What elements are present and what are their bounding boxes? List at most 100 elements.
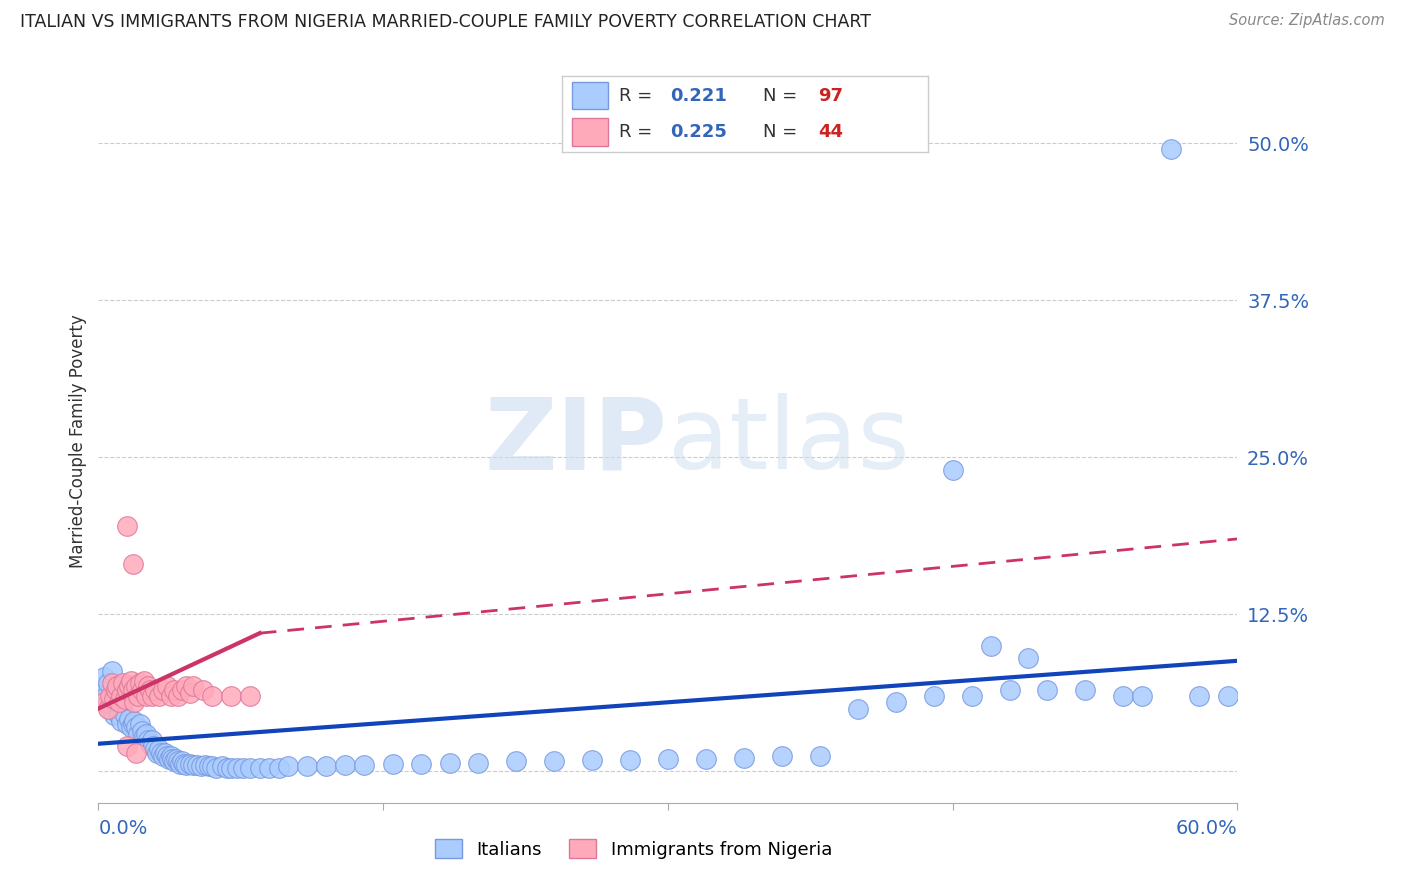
- Point: [167, 755, 190, 769]
- Text: 0.0%: 0.0%: [98, 819, 148, 838]
- Point: [467, 756, 489, 770]
- Point: [1160, 142, 1182, 156]
- Point: [808, 749, 831, 764]
- Point: [115, 519, 138, 533]
- Point: [135, 689, 157, 703]
- Point: [1036, 682, 1059, 697]
- Point: [110, 689, 132, 703]
- Point: [100, 689, 122, 703]
- Point: [108, 695, 131, 709]
- Point: [162, 752, 184, 766]
- Legend: Italians, Immigrants from Nigeria: Italians, Immigrants from Nigeria: [427, 832, 839, 866]
- Y-axis label: Married-Couple Family Poverty: Married-Couple Family Poverty: [69, 315, 87, 568]
- Point: [142, 739, 165, 754]
- Point: [110, 714, 132, 728]
- Point: [121, 682, 143, 697]
- Point: [146, 746, 169, 760]
- Point: [129, 676, 152, 690]
- Text: N =: N =: [763, 87, 803, 104]
- Point: [221, 689, 243, 703]
- Point: [150, 746, 173, 760]
- Point: [94, 689, 117, 703]
- Point: [136, 733, 159, 747]
- Point: [112, 676, 135, 690]
- Point: [132, 729, 155, 743]
- Point: [127, 689, 149, 703]
- Bar: [571, 119, 609, 145]
- Text: atlas: atlas: [668, 393, 910, 490]
- Point: [505, 755, 527, 769]
- Point: [226, 761, 249, 775]
- Text: R =: R =: [619, 87, 658, 104]
- Point: [201, 689, 224, 703]
- Point: [315, 759, 337, 773]
- Point: [91, 682, 114, 697]
- Point: [100, 664, 122, 678]
- Point: [439, 756, 461, 770]
- Point: [186, 758, 208, 772]
- Point: [297, 759, 319, 773]
- Point: [125, 720, 148, 734]
- Point: [118, 679, 141, 693]
- Point: [1018, 651, 1040, 665]
- Point: [121, 716, 143, 731]
- Point: [129, 716, 152, 731]
- Point: [97, 695, 120, 709]
- Point: [259, 761, 281, 775]
- Point: [145, 682, 167, 697]
- Point: [138, 737, 160, 751]
- Point: [159, 749, 181, 764]
- Point: [120, 673, 142, 688]
- Point: [197, 759, 219, 773]
- Point: [695, 752, 717, 766]
- Point: [118, 712, 141, 726]
- Point: [846, 701, 869, 715]
- Text: 44: 44: [818, 123, 844, 141]
- Point: [115, 716, 138, 731]
- Point: [157, 752, 180, 766]
- Point: [942, 463, 965, 477]
- Point: [335, 758, 357, 772]
- Point: [170, 755, 193, 769]
- Point: [153, 746, 176, 760]
- Text: Source: ZipAtlas.com: Source: ZipAtlas.com: [1229, 13, 1385, 29]
- Point: [125, 679, 148, 693]
- Point: [657, 752, 679, 766]
- Text: 97: 97: [818, 87, 844, 104]
- Point: [148, 741, 170, 756]
- Point: [1188, 689, 1211, 703]
- Text: ZIP: ZIP: [485, 393, 668, 490]
- Point: [1074, 682, 1097, 697]
- Point: [156, 749, 179, 764]
- Point: [131, 724, 153, 739]
- Point: [135, 727, 157, 741]
- Point: [141, 689, 163, 703]
- Point: [1216, 689, 1239, 703]
- Point: [125, 746, 148, 760]
- Point: [107, 679, 129, 693]
- Point: [145, 741, 167, 756]
- Text: R =: R =: [619, 123, 658, 141]
- Point: [124, 714, 146, 728]
- Point: [108, 707, 131, 722]
- Point: [169, 756, 191, 771]
- Point: [190, 759, 212, 773]
- Point: [136, 679, 159, 693]
- Point: [148, 689, 170, 703]
- Point: [232, 761, 254, 775]
- Point: [114, 691, 136, 706]
- Point: [183, 758, 205, 772]
- Point: [543, 755, 565, 769]
- Point: [922, 689, 945, 703]
- Point: [581, 753, 603, 767]
- Point: [107, 701, 129, 715]
- Point: [112, 695, 135, 709]
- Text: 0.225: 0.225: [671, 123, 727, 141]
- Point: [770, 749, 793, 764]
- Point: [205, 761, 228, 775]
- Point: [138, 682, 160, 697]
- Point: [1132, 689, 1154, 703]
- Point: [249, 761, 271, 775]
- Point: [174, 758, 197, 772]
- Point: [103, 691, 125, 706]
